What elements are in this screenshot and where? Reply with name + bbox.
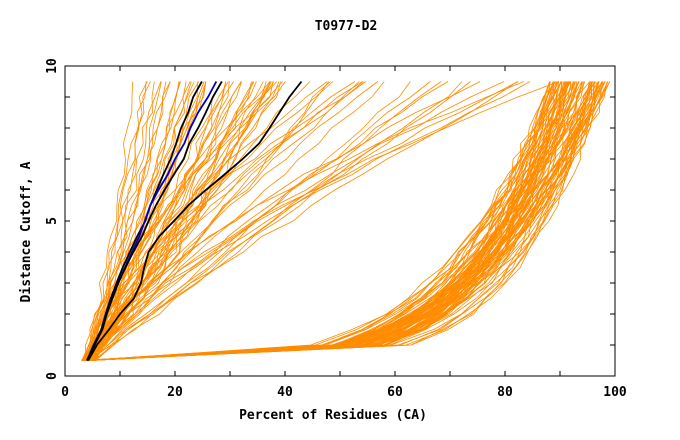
ensemble-line-161 <box>85 81 558 361</box>
ensemble-line-100 <box>84 81 570 361</box>
ensemble-line-4 <box>81 81 162 361</box>
x-tick-label: 20 <box>167 385 183 400</box>
x-tick-labels: 0 20 40 60 80 100 <box>61 385 627 400</box>
ensemble-line-160 <box>87 81 568 361</box>
x-tick-label: 60 <box>387 385 403 400</box>
ensemble-line-140 <box>90 81 575 361</box>
ensemble-line-144 <box>85 81 551 361</box>
ensemble-line-106 <box>88 81 559 361</box>
ensemble-line-155 <box>90 81 555 361</box>
highlighted-lines <box>86 80 303 361</box>
y-tick-label: 5 <box>45 217 60 225</box>
ensemble-line-113 <box>85 81 596 361</box>
ensemble-line-152 <box>85 81 595 361</box>
x-tick-label: 0 <box>61 385 69 400</box>
ensemble-line-133 <box>87 81 593 361</box>
ensemble-line-89 <box>85 81 580 361</box>
ensemble-line-61 <box>88 81 385 361</box>
x-tick-label: 80 <box>497 385 513 400</box>
ensemble-line-163 <box>83 81 563 361</box>
x-axis-label: Percent of Residues (CA) <box>239 408 427 423</box>
ensemble-line-131 <box>83 81 563 361</box>
axis-ticks <box>64 65 616 377</box>
ensemble-line-60 <box>95 81 442 361</box>
ensemble-line-38 <box>86 81 229 361</box>
x-tick-label: 100 <box>603 385 627 400</box>
ensemble-line-54 <box>93 81 463 361</box>
ensemble-line-48 <box>93 81 524 361</box>
ensemble-line-50 <box>90 81 431 361</box>
ensemble-line-130 <box>85 81 558 361</box>
ensemble-line-20 <box>82 81 205 361</box>
ensemble-line-37 <box>83 81 200 361</box>
ensemble-line-71 <box>90 81 363 361</box>
ensemble-line-158 <box>85 81 609 361</box>
ensemble-line-22 <box>84 81 167 361</box>
ensemble-line-62 <box>95 81 481 361</box>
highlighted-line-3 <box>87 80 303 361</box>
ensemble-line-68 <box>89 81 519 361</box>
ensemble-line-121 <box>84 81 574 361</box>
ensemble-line-101 <box>83 81 568 361</box>
y-tick-label: 0 <box>45 372 60 380</box>
y-axis-label: Distance Cutoff, A <box>19 161 34 302</box>
ensemble-line-157 <box>82 81 566 361</box>
ensemble-lines <box>81 81 611 361</box>
ensemble-line-134 <box>89 81 611 361</box>
ensemble-line-164 <box>83 81 583 361</box>
ensemble-line-156 <box>85 81 570 361</box>
ensemble-line-59 <box>91 81 331 361</box>
ensemble-line-36 <box>86 81 148 361</box>
ensemble-line-132 <box>84 81 608 361</box>
ensemble-line-67 <box>95 81 271 361</box>
ensemble-line-138 <box>90 81 568 361</box>
ensemble-line-55 <box>88 81 328 361</box>
ensemble-line-147 <box>87 81 600 361</box>
ensemble-line-70 <box>91 81 334 361</box>
ensemble-line-120 <box>85 81 551 361</box>
chart-title: T0977-D2 <box>315 19 378 34</box>
x-tick-label: 40 <box>277 385 293 400</box>
ensemble-line-13 <box>85 81 227 361</box>
ensemble-line-41 <box>81 81 155 361</box>
ensemble-line-150 <box>83 81 565 361</box>
ensemble-line-65 <box>93 81 360 361</box>
ensemble-line-53 <box>92 81 283 361</box>
highlighted-line-2 <box>86 81 223 361</box>
ensemble-line-143 <box>85 81 550 361</box>
ensemble-line-52 <box>88 81 518 361</box>
y-tick-label: 10 <box>45 58 60 74</box>
ensemble-line-162 <box>88 81 596 361</box>
ensemble-line-69 <box>89 81 531 361</box>
ensemble-line-58 <box>94 81 379 361</box>
ensemble-line-35 <box>85 81 275 361</box>
ensemble-line-44 <box>82 81 257 361</box>
ensemble-line-99 <box>88 81 571 361</box>
ensemble-line-72 <box>94 81 449 361</box>
y-tick-labels: 0 5 10 <box>45 58 60 380</box>
ensemble-line-128 <box>86 81 554 361</box>
